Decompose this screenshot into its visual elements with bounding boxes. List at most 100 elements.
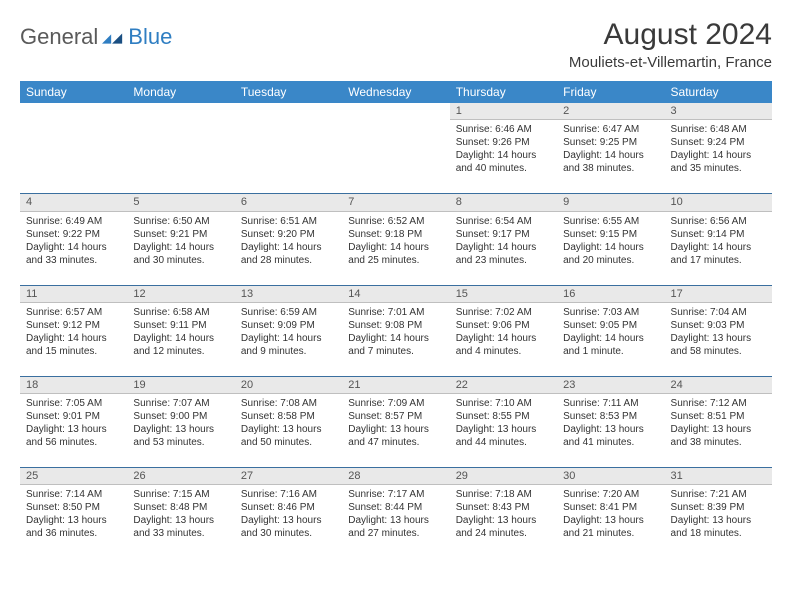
daynum-cell: 29 (450, 468, 557, 485)
sunset-line: Sunset: 9:14 PM (671, 228, 766, 241)
daycontent-row: Sunrise: 7:05 AMSunset: 9:01 PMDaylight:… (20, 394, 772, 468)
daycontent-row: Sunrise: 7:14 AMSunset: 8:50 PMDaylight:… (20, 485, 772, 559)
daynum-cell (342, 103, 449, 120)
sunrise-line: Sunrise: 6:48 AM (671, 123, 766, 136)
daynum-cell: 9 (557, 194, 664, 211)
sunrise-line: Sunrise: 7:05 AM (26, 397, 121, 410)
sunset-line: Sunset: 8:58 PM (241, 410, 336, 423)
daycontent-cell (127, 120, 234, 194)
calendar-body: 123Sunrise: 6:46 AMSunset: 9:26 PMDaylig… (20, 103, 772, 559)
sunset-line: Sunset: 9:25 PM (563, 136, 658, 149)
daynum-cell: 16 (557, 285, 664, 302)
daycontent-cell: Sunrise: 6:48 AMSunset: 9:24 PMDaylight:… (665, 120, 772, 194)
sunset-line: Sunset: 9:17 PM (456, 228, 551, 241)
daylight-line: Daylight: 13 hours and 18 minutes. (671, 514, 766, 540)
daycontent-cell: Sunrise: 6:52 AMSunset: 9:18 PMDaylight:… (342, 211, 449, 285)
dayheader-cell: Monday (127, 81, 234, 103)
daynum-cell: 18 (20, 376, 127, 393)
sunrise-line: Sunrise: 7:03 AM (563, 306, 658, 319)
dayheader-row: SundayMondayTuesdayWednesdayThursdayFrid… (20, 81, 772, 103)
daylight-line: Daylight: 13 hours and 50 minutes. (241, 423, 336, 449)
daynum-cell: 6 (235, 194, 342, 211)
sunrise-line: Sunrise: 7:15 AM (133, 488, 228, 501)
sunset-line: Sunset: 9:20 PM (241, 228, 336, 241)
daylight-line: Daylight: 14 hours and 33 minutes. (26, 241, 121, 267)
sunset-line: Sunset: 8:48 PM (133, 501, 228, 514)
sunrise-line: Sunrise: 6:54 AM (456, 215, 551, 228)
daynum-cell: 12 (127, 285, 234, 302)
daynum-cell: 23 (557, 376, 664, 393)
daylight-line: Daylight: 13 hours and 36 minutes. (26, 514, 121, 540)
sunset-line: Sunset: 9:00 PM (133, 410, 228, 423)
sunset-line: Sunset: 8:39 PM (671, 501, 766, 514)
sunrise-line: Sunrise: 6:57 AM (26, 306, 121, 319)
sunrise-line: Sunrise: 6:58 AM (133, 306, 228, 319)
sunrise-line: Sunrise: 6:51 AM (241, 215, 336, 228)
sunset-line: Sunset: 9:05 PM (563, 319, 658, 332)
sunrise-line: Sunrise: 6:56 AM (671, 215, 766, 228)
brand-icon (102, 28, 124, 46)
page-title: August 2024 (569, 18, 772, 52)
daynum-cell: 10 (665, 194, 772, 211)
daynum-cell: 13 (235, 285, 342, 302)
sunrise-line: Sunrise: 7:04 AM (671, 306, 766, 319)
sunset-line: Sunset: 9:15 PM (563, 228, 658, 241)
page-subtitle: Mouliets-et-Villemartin, France (569, 54, 772, 71)
sunrise-line: Sunrise: 7:18 AM (456, 488, 551, 501)
sunrise-line: Sunrise: 7:12 AM (671, 397, 766, 410)
daycontent-cell: Sunrise: 7:07 AMSunset: 9:00 PMDaylight:… (127, 394, 234, 468)
daylight-line: Daylight: 13 hours and 27 minutes. (348, 514, 443, 540)
daycontent-cell: Sunrise: 7:01 AMSunset: 9:08 PMDaylight:… (342, 302, 449, 376)
daylight-line: Daylight: 13 hours and 21 minutes. (563, 514, 658, 540)
daylight-line: Daylight: 13 hours and 33 minutes. (133, 514, 228, 540)
daynum-row: 18192021222324 (20, 376, 772, 393)
daynum-row: 25262728293031 (20, 468, 772, 485)
daycontent-cell: Sunrise: 7:20 AMSunset: 8:41 PMDaylight:… (557, 485, 664, 559)
header: General Blue August 2024 Mouliets-et-Vil… (20, 18, 772, 71)
daynum-cell: 22 (450, 376, 557, 393)
dayheader-cell: Saturday (665, 81, 772, 103)
daynum-row: 11121314151617 (20, 285, 772, 302)
daynum-cell: 25 (20, 468, 127, 485)
daynum-cell: 14 (342, 285, 449, 302)
daynum-cell: 28 (342, 468, 449, 485)
daylight-line: Daylight: 14 hours and 1 minute. (563, 332, 658, 358)
daynum-cell: 2 (557, 103, 664, 120)
daycontent-cell: Sunrise: 7:18 AMSunset: 8:43 PMDaylight:… (450, 485, 557, 559)
sunset-line: Sunset: 9:18 PM (348, 228, 443, 241)
sunrise-line: Sunrise: 6:47 AM (563, 123, 658, 136)
daylight-line: Daylight: 13 hours and 56 minutes. (26, 423, 121, 449)
sunset-line: Sunset: 9:01 PM (26, 410, 121, 423)
sunset-line: Sunset: 8:57 PM (348, 410, 443, 423)
sunset-line: Sunset: 9:11 PM (133, 319, 228, 332)
daycontent-cell: Sunrise: 7:10 AMSunset: 8:55 PMDaylight:… (450, 394, 557, 468)
daylight-line: Daylight: 14 hours and 30 minutes. (133, 241, 228, 267)
sunrise-line: Sunrise: 6:55 AM (563, 215, 658, 228)
daylight-line: Daylight: 14 hours and 25 minutes. (348, 241, 443, 267)
sunset-line: Sunset: 9:24 PM (671, 136, 766, 149)
daycontent-cell: Sunrise: 6:59 AMSunset: 9:09 PMDaylight:… (235, 302, 342, 376)
calendar-table: SundayMondayTuesdayWednesdayThursdayFrid… (20, 81, 772, 559)
sunrise-line: Sunrise: 7:08 AM (241, 397, 336, 410)
daylight-line: Daylight: 14 hours and 17 minutes. (671, 241, 766, 267)
daynum-cell: 20 (235, 376, 342, 393)
sunset-line: Sunset: 9:08 PM (348, 319, 443, 332)
daylight-line: Daylight: 14 hours and 40 minutes. (456, 149, 551, 175)
daynum-cell: 5 (127, 194, 234, 211)
daycontent-cell: Sunrise: 7:02 AMSunset: 9:06 PMDaylight:… (450, 302, 557, 376)
sunset-line: Sunset: 8:55 PM (456, 410, 551, 423)
daynum-cell: 11 (20, 285, 127, 302)
daycontent-cell: Sunrise: 7:04 AMSunset: 9:03 PMDaylight:… (665, 302, 772, 376)
daycontent-cell: Sunrise: 7:21 AMSunset: 8:39 PMDaylight:… (665, 485, 772, 559)
sunrise-line: Sunrise: 7:20 AM (563, 488, 658, 501)
daycontent-cell: Sunrise: 7:17 AMSunset: 8:44 PMDaylight:… (342, 485, 449, 559)
daynum-cell: 3 (665, 103, 772, 120)
daycontent-cell: Sunrise: 7:15 AMSunset: 8:48 PMDaylight:… (127, 485, 234, 559)
daycontent-cell (342, 120, 449, 194)
daynum-cell: 7 (342, 194, 449, 211)
sunrise-line: Sunrise: 7:11 AM (563, 397, 658, 410)
daylight-line: Daylight: 14 hours and 35 minutes. (671, 149, 766, 175)
sunrise-line: Sunrise: 7:21 AM (671, 488, 766, 501)
sunrise-line: Sunrise: 7:16 AM (241, 488, 336, 501)
brand-logo: General Blue (20, 18, 172, 50)
